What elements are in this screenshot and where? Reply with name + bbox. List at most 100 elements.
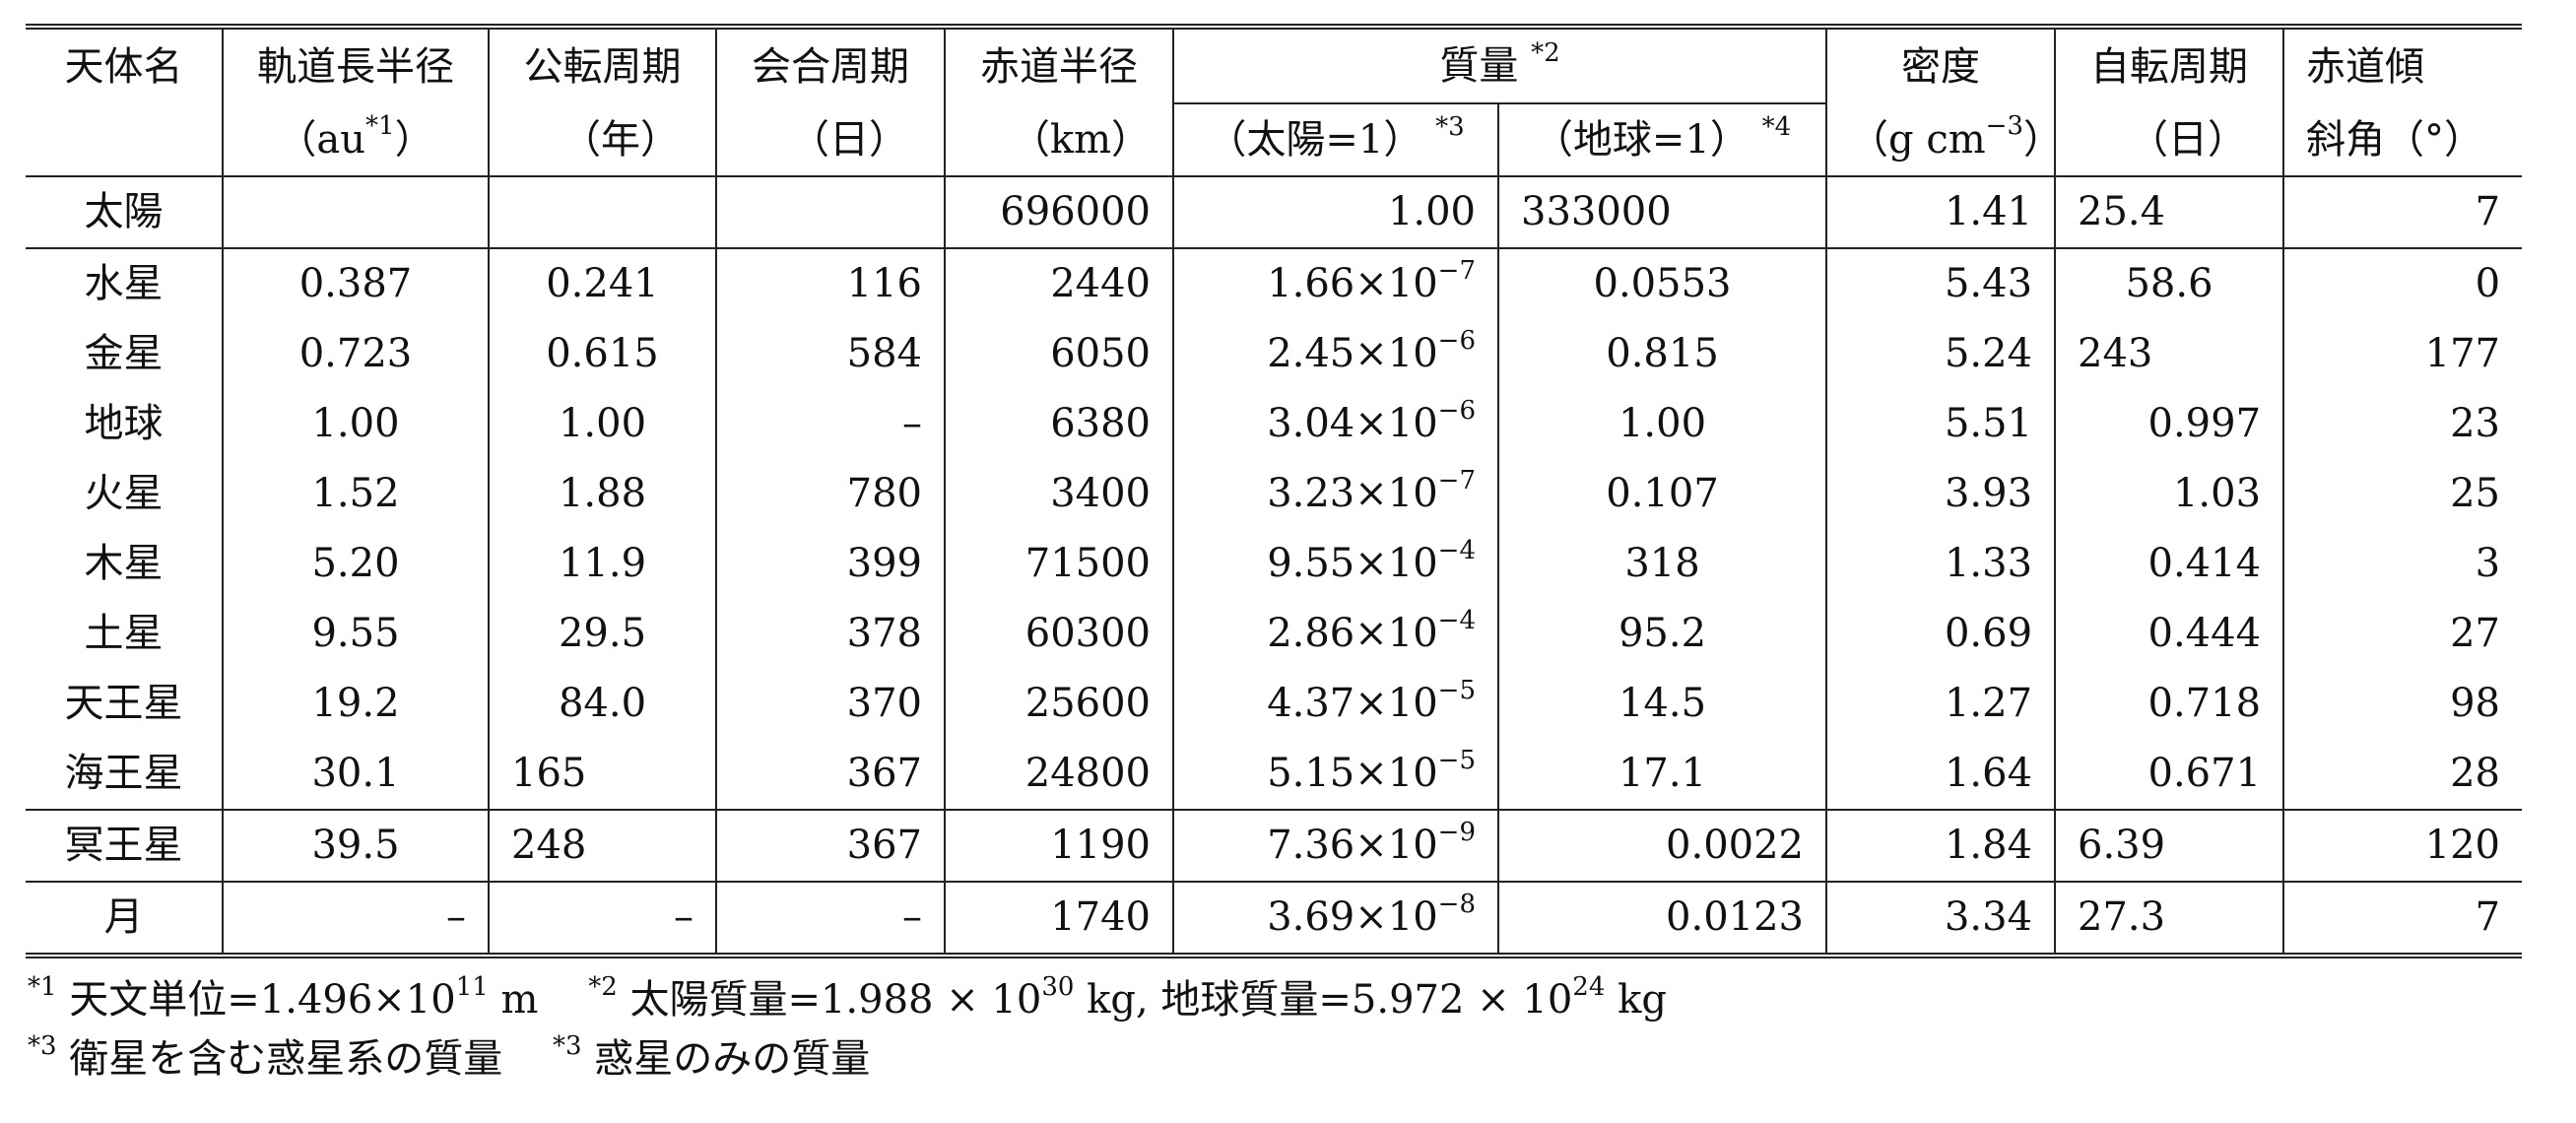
table-row: 水星 0.387 0.241 116 2440 1.66×10−7 0.0553… (26, 248, 2523, 319)
row-mass-earth: 95.2 (1496, 599, 1827, 669)
row-period: 11.9 (488, 529, 716, 599)
row-rotation: 0.671 (2054, 739, 2284, 811)
row-synodic: 584 (715, 319, 945, 389)
row-mass-sun: 7.36×10−9 (1172, 810, 1498, 883)
row-period: 165 (488, 739, 716, 811)
row-mass-sun: 3.69×10−8 (1172, 882, 1498, 958)
header-density: 密度 (1825, 24, 2056, 103)
row-tilt: 7 (2282, 882, 2523, 958)
row-name: 冥王星 (26, 810, 223, 883)
row-tilt: 25 (2282, 459, 2523, 529)
table-row: 太陽 696000 1.00 333000 1.41 25.4 7 (26, 176, 2523, 249)
row-axis: – (222, 882, 489, 958)
row-axis: 0.723 (222, 319, 489, 389)
row-axis: 39.5 (222, 810, 489, 883)
row-density: 1.33 (1825, 529, 2056, 599)
table-body: 太陽 696000 1.00 333000 1.41 25.4 7 水星 0.3… (26, 176, 2523, 958)
row-rotation: 0.444 (2054, 599, 2284, 669)
row-synodic: 399 (715, 529, 945, 599)
table-row: 冥王星 39.5 248 367 1190 7.36×10−9 0.0022 1… (26, 810, 2523, 883)
row-mass-earth: 17.1 (1496, 739, 1827, 811)
header-synodic-unit: （日） (715, 103, 945, 177)
row-period: 1.00 (488, 389, 716, 459)
row-name: 太陽 (26, 176, 223, 249)
row-tilt: 28 (2282, 739, 2523, 811)
row-radius: 696000 (944, 176, 1173, 249)
row-name: 天王星 (64, 681, 183, 726)
row-name: 月 (26, 882, 223, 958)
row-mass-earth: 1.00 (1496, 389, 1827, 459)
row-mass-earth: 0.815 (1496, 319, 1827, 389)
row-period: 1.88 (488, 459, 716, 529)
row-tilt: 23 (2282, 389, 2523, 459)
row-axis: 1.52 (222, 459, 489, 529)
row-radius: 1190 (944, 810, 1173, 883)
header-rotation: 自転周期 (2054, 24, 2284, 103)
header-axis-unit: （au*1） (222, 103, 489, 177)
row-rotation: 0.718 (2054, 669, 2284, 739)
header-mass-earth: （地球=1） *4 (1496, 103, 1827, 177)
footnote-1: *1 天文単位=1.496×1011 m (28, 971, 539, 1023)
row-mass-sun: 9.55×10−4 (1172, 529, 1498, 599)
row-mass-sun: 4.37×10−5 (1172, 669, 1498, 739)
row-density: 3.93 (1825, 459, 2056, 529)
row-mass-sun: 1.66×10−7 (1172, 248, 1498, 319)
footnote-line-2: *3 衛星を含む惑星系の質量 *3 惑星のみの質量 (28, 1029, 1667, 1089)
row-density: 1.64 (1825, 739, 2056, 811)
row-name: 地球 (84, 401, 164, 446)
row-rotation: 1.03 (2054, 459, 2284, 529)
row-rotation: 0.997 (2054, 389, 2284, 459)
row-mass-sun: 5.15×10−5 (1172, 739, 1498, 811)
row-synodic: – (715, 389, 945, 459)
row-density: 3.34 (1825, 882, 2056, 958)
row-mass-sun: 2.45×10−6 (1172, 319, 1498, 389)
row-mass-earth: 0.0553 (1496, 248, 1827, 319)
row-name: 火星 (84, 471, 164, 516)
header-mass: 質量 *2 (1171, 24, 1827, 104)
row-radius: 6050 (944, 319, 1173, 389)
row-mass-earth: 318 (1496, 529, 1827, 599)
planet-data-table: 天体名 軌道長半径 公転周期 会合周期 赤道半径 質量 *2 密度 自転周期 赤… (26, 24, 2523, 958)
footnote-line-1: *1 天文単位=1.496×1011 m *2 太陽質量=1.988 × 103… (28, 970, 1667, 1029)
row-name: 海王星 (26, 739, 223, 811)
row-rotation: 0.414 (2054, 529, 2284, 599)
row-radius: 2440 (944, 248, 1173, 319)
row-synodic: – (715, 882, 945, 958)
row-period: – (488, 882, 716, 958)
row-mass-earth: 14.5 (1496, 669, 1827, 739)
row-tilt: 98 (2282, 669, 2523, 739)
row-radius: 3400 (944, 459, 1173, 529)
header-name-sub (26, 103, 223, 177)
row-axis: 9.55 (222, 599, 489, 669)
row-mass-earth: 333000 (1496, 176, 1827, 249)
footnote-4: *3 惑星のみの質量 (552, 1030, 871, 1082)
table-row: 木星 5.20 11.9 399 71500 9.55×10−4 318 1.3… (26, 529, 2523, 599)
row-rotation: 243 (2054, 319, 2284, 389)
row-axis (222, 176, 489, 249)
row-density: 5.51 (1825, 389, 2056, 459)
table-row: 土星 9.55 29.5 378 60300 2.86×10−4 95.2 0.… (26, 599, 2523, 669)
header-name: 天体名 (26, 24, 223, 103)
table-row: 天王星 19.2 84.0 370 25600 4.37×10−5 14.5 1… (26, 669, 2523, 739)
row-tilt: 3 (2282, 529, 2523, 599)
row-radius: 25600 (944, 669, 1173, 739)
row-mass-earth: 0.107 (1496, 459, 1827, 529)
header-rotation-unit: （日） (2054, 103, 2284, 177)
row-radius: 6380 (944, 389, 1173, 459)
table-header: 天体名 軌道長半径 公転周期 会合周期 赤道半径 質量 *2 密度 自転周期 赤… (26, 24, 2523, 177)
row-density: 1.27 (1825, 669, 2056, 739)
row-density: 1.41 (1825, 176, 2056, 249)
row-name: 金星 (84, 331, 164, 376)
header-tilt: 赤道傾 (2282, 24, 2523, 103)
row-period: 29.5 (488, 599, 716, 669)
row-period: 0.615 (488, 319, 716, 389)
row-density: 1.84 (1825, 810, 2056, 883)
row-period (488, 176, 716, 249)
header-axis: 軌道長半径 (222, 24, 489, 103)
row-mass-earth: 0.0123 (1496, 882, 1827, 958)
row-axis: 1.00 (222, 389, 489, 459)
row-axis: 0.387 (222, 248, 489, 319)
table-row: 海王星 30.1 165 367 24800 5.15×10−5 17.1 1.… (26, 739, 2523, 811)
row-tilt: 0 (2282, 248, 2523, 319)
